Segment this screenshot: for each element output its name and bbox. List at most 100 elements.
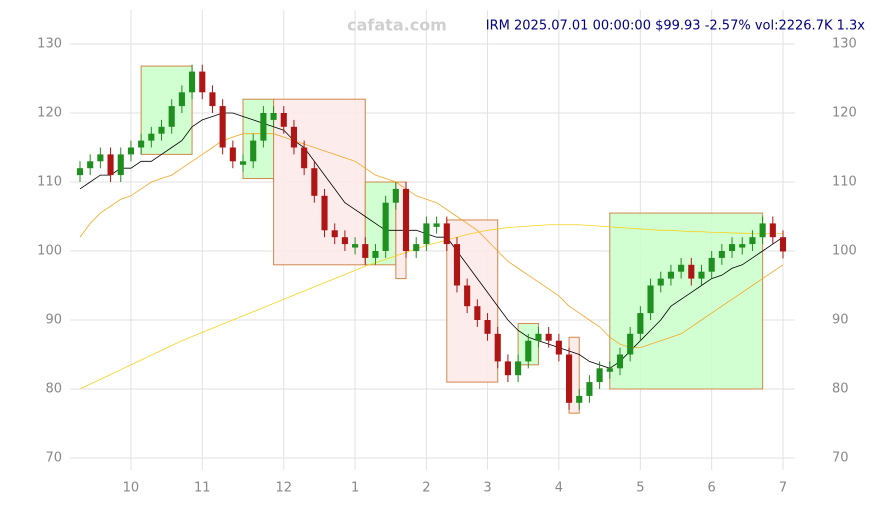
- candle-body: [515, 361, 522, 376]
- candle-body: [688, 264, 695, 279]
- candle-body: [647, 285, 654, 314]
- candle-body: [301, 147, 308, 169]
- candle-body: [270, 113, 277, 120]
- candle-body: [260, 113, 267, 141]
- candle-body: [117, 154, 124, 176]
- candle-body: [555, 340, 562, 355]
- range-box: [140, 65, 193, 155]
- x-tick-label: 3: [483, 481, 491, 496]
- candle-body: [494, 333, 501, 362]
- y-tick-label: 110: [37, 175, 62, 190]
- candle-body: [474, 306, 481, 320]
- candle-body: [586, 382, 593, 396]
- candle-body: [606, 368, 613, 372]
- x-tick-label: 5: [636, 481, 644, 496]
- moving-average: [79, 133, 784, 348]
- y-tick-label-right: 80: [832, 382, 849, 397]
- candle-body: [545, 333, 552, 341]
- candle-body: [402, 188, 410, 251]
- candle-body: [708, 257, 715, 272]
- candle-body: [504, 361, 511, 376]
- candle-body: [464, 285, 471, 307]
- candle-body: [311, 168, 318, 196]
- candle-body: [576, 395, 583, 403]
- candle-body: [138, 140, 145, 148]
- candle-body: [484, 320, 491, 334]
- candle-body: [219, 106, 226, 148]
- candle-body: [443, 223, 450, 245]
- candle-body: [729, 244, 736, 251]
- candle-body: [698, 271, 705, 279]
- candle-body: [667, 271, 674, 279]
- candle-body: [382, 202, 389, 251]
- candle-body: [565, 354, 573, 403]
- y-tick-label: 90: [45, 313, 62, 328]
- y-tick-label: 120: [37, 106, 62, 121]
- candle-body: [199, 71, 206, 93]
- y-tick-label: 80: [45, 382, 62, 397]
- candle-body: [229, 147, 236, 162]
- candle-body: [107, 154, 114, 176]
- candle-body: [178, 92, 185, 107]
- moving-average: [79, 224, 783, 390]
- candle-body: [769, 223, 776, 238]
- candle-body: [627, 333, 634, 355]
- candle-body: [148, 133, 155, 141]
- candle-body: [637, 313, 644, 334]
- y-tick-label-right: 110: [832, 175, 857, 190]
- candle-body: [718, 251, 725, 258]
- candle-body: [413, 244, 420, 251]
- candle-body: [596, 368, 603, 383]
- moving-average: [79, 112, 784, 369]
- chart-title: IRM 2025.07.01 00:00:00 $99.93 -2.57% vo…: [486, 19, 865, 34]
- candle-body: [280, 113, 287, 127]
- candle-body: [239, 161, 247, 165]
- candle-body: [525, 340, 532, 362]
- candle-body: [616, 354, 624, 369]
- range-box: [609, 212, 764, 390]
- candle-body: [433, 223, 440, 227]
- candle-body: [372, 251, 379, 258]
- candle-body: [392, 188, 399, 203]
- candle-body: [158, 126, 165, 134]
- y-tick-label: 100: [37, 244, 62, 259]
- x-tick-label: 7: [779, 481, 787, 496]
- y-tick-label: 70: [45, 451, 62, 466]
- candle-body: [749, 237, 756, 245]
- x-tick-label: 6: [708, 481, 716, 496]
- candle-body: [779, 237, 787, 252]
- candle-body: [168, 106, 175, 127]
- candle-body: [127, 147, 134, 155]
- x-tick-label: 1: [351, 481, 359, 496]
- y-tick-label-right: 120: [832, 106, 857, 121]
- candle-body: [759, 223, 766, 238]
- candle-body: [189, 71, 196, 93]
- candle-body: [321, 195, 328, 231]
- y-tick-label: 130: [37, 37, 62, 52]
- candle-body: [76, 168, 84, 176]
- candle-body: [331, 230, 338, 238]
- range-box: [242, 98, 275, 180]
- range-box: [273, 98, 366, 266]
- candle-body: [678, 264, 685, 272]
- candle-body: [535, 333, 542, 341]
- candle-body: [453, 244, 461, 286]
- candle-body: [362, 244, 369, 258]
- candle-body: [290, 126, 298, 148]
- candle-body: [97, 154, 104, 162]
- candle-body: [423, 223, 430, 245]
- x-tick-label: 2: [422, 481, 430, 496]
- candle-body: [250, 140, 257, 162]
- candle-body: [87, 161, 94, 169]
- candle-body: [341, 237, 348, 245]
- candle-body: [657, 278, 664, 286]
- x-tick-label: 12: [275, 481, 292, 496]
- x-tick-label: 11: [194, 481, 211, 496]
- y-tick-label-right: 90: [832, 313, 849, 328]
- candle-body: [739, 244, 746, 248]
- y-tick-label-right: 130: [832, 37, 857, 52]
- y-tick-label-right: 100: [832, 244, 857, 259]
- watermark: cafata.com: [347, 16, 447, 35]
- x-tick-label: 4: [555, 481, 563, 496]
- candle-body: [209, 92, 216, 107]
